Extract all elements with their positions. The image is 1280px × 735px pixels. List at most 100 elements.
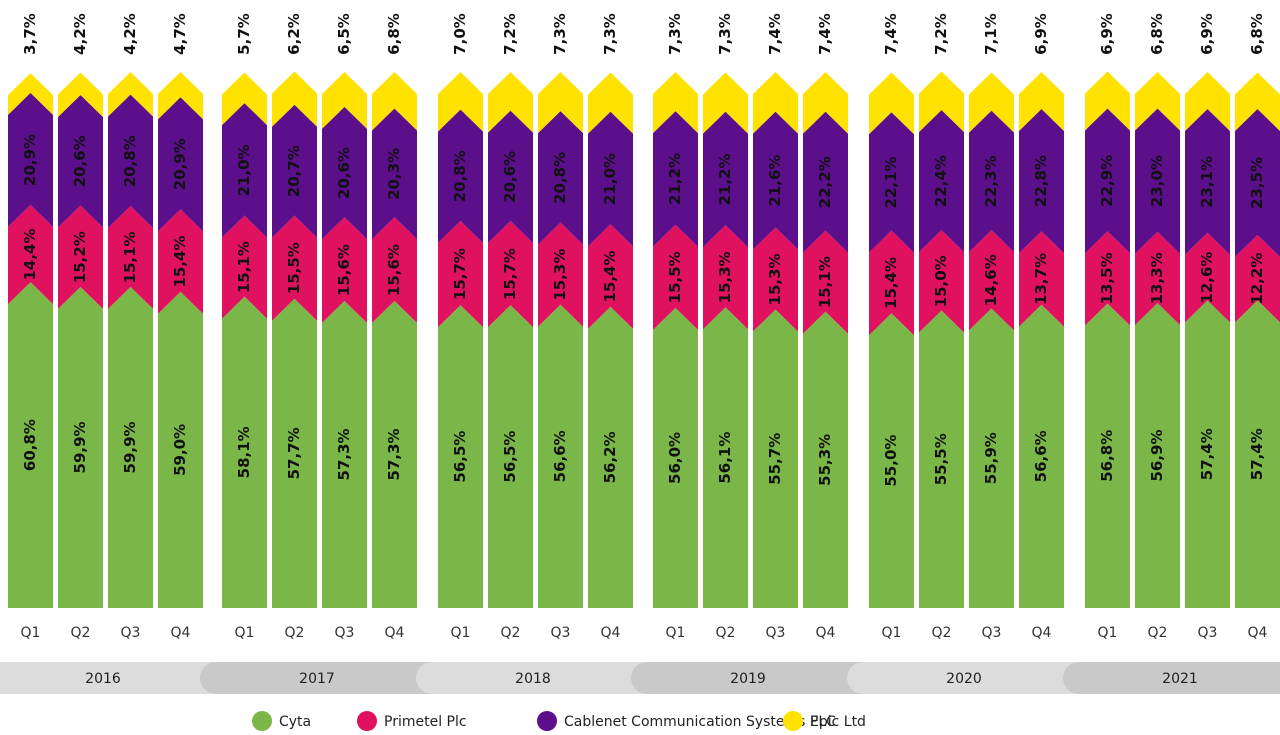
- bar-segment: [1235, 300, 1280, 608]
- bar-segment: [703, 111, 748, 248]
- bar-segment: [222, 296, 267, 608]
- bar-segment: [488, 110, 533, 244]
- bar-segment: [108, 94, 153, 229]
- bar-segment: [1019, 108, 1064, 254]
- legend-marker: [537, 711, 557, 731]
- bar-segment: [158, 291, 203, 608]
- legend-marker: [252, 711, 272, 731]
- value-label: 15,6%: [335, 244, 353, 296]
- value-label: 7,4%: [766, 13, 784, 55]
- value-label: 22,8%: [1032, 155, 1050, 207]
- x-tick-label: Q1: [21, 625, 41, 641]
- bar-segment: [753, 309, 798, 608]
- value-label: 12,2%: [1248, 253, 1266, 305]
- value-label: 58,1%: [235, 426, 253, 478]
- x-tick-label: Q4: [171, 625, 191, 641]
- year-label: 2019: [730, 671, 766, 687]
- value-label: 20,6%: [501, 151, 519, 203]
- value-label: 15,4%: [601, 250, 619, 302]
- value-label: 23,1%: [1198, 156, 1216, 208]
- bar-segment: [58, 286, 103, 608]
- year-label: 2017: [299, 671, 335, 687]
- year-label: 2021: [1162, 671, 1198, 687]
- bar-segment: [919, 71, 964, 133]
- x-tick-label: Q2: [1148, 625, 1168, 641]
- bar-segment: [272, 298, 317, 608]
- x-tick-label: Q1: [451, 625, 471, 641]
- value-label: 20,6%: [71, 135, 89, 187]
- bar-segment: [703, 225, 748, 330]
- x-tick-label: Q2: [932, 625, 952, 641]
- x-tick-label: Q1: [1098, 625, 1118, 641]
- x-tick-label: Q1: [666, 625, 686, 641]
- value-label: 57,3%: [385, 428, 403, 480]
- value-label: 20,8%: [451, 150, 469, 202]
- value-label: 7,3%: [551, 13, 569, 55]
- x-tick-label: Q2: [285, 625, 305, 641]
- value-label: 4,2%: [71, 13, 89, 55]
- bar-segment: [58, 95, 103, 228]
- bar-segment: [653, 111, 698, 247]
- bar-segment: [969, 308, 1014, 608]
- bar-segment: [969, 72, 1014, 133]
- value-label: 56,1%: [716, 432, 734, 484]
- year-label: 2018: [515, 671, 551, 687]
- value-label: 6,9%: [1098, 13, 1116, 55]
- bar-segment: [1085, 303, 1130, 608]
- x-tick-label: Q3: [335, 625, 355, 641]
- bar-segment: [438, 221, 483, 328]
- value-label: 7,3%: [666, 13, 684, 55]
- bar-segment: [222, 72, 267, 126]
- bar-segment: [588, 306, 633, 608]
- value-label: 60,8%: [21, 419, 39, 471]
- value-label: 22,2%: [816, 156, 834, 208]
- bar-segment: [1135, 72, 1180, 131]
- bar-segment: [158, 209, 203, 314]
- bar-segment: [653, 307, 698, 608]
- value-label: 56,8%: [1098, 430, 1116, 482]
- bar-segment: [222, 215, 267, 319]
- bar-segment: [803, 111, 848, 253]
- value-label: 23,5%: [1248, 157, 1266, 209]
- value-label: 22,9%: [1098, 155, 1116, 207]
- value-label: 7,2%: [501, 13, 519, 55]
- bar-segment: [588, 111, 633, 247]
- bar-segment: [1185, 300, 1230, 608]
- year-label: 2020: [946, 671, 982, 687]
- x-tick-label: Q3: [551, 625, 571, 641]
- value-label: 57,4%: [1248, 428, 1266, 480]
- bar-segment: [919, 230, 964, 333]
- value-label: 15,4%: [171, 235, 189, 287]
- value-label: 20,7%: [285, 145, 303, 197]
- value-label: 20,6%: [335, 147, 353, 199]
- value-label: 56,5%: [501, 431, 519, 483]
- x-tick-label: Q3: [121, 625, 141, 641]
- x-tick-label: Q3: [766, 625, 786, 641]
- value-label: 6,8%: [1148, 13, 1166, 55]
- value-label: 15,1%: [816, 256, 834, 308]
- value-label: 59,0%: [171, 424, 189, 476]
- bar-segment: [438, 305, 483, 608]
- bar-segment: [653, 224, 698, 330]
- value-label: 6,9%: [1198, 13, 1216, 55]
- bar-segment: [372, 217, 417, 323]
- value-label: 57,3%: [335, 428, 353, 480]
- year-band: [200, 662, 448, 694]
- bar-segment: [1019, 231, 1064, 327]
- value-label: 21,0%: [601, 153, 619, 205]
- bar-segment: [869, 230, 914, 336]
- value-label: 7,0%: [451, 13, 469, 55]
- value-label: 20,3%: [385, 148, 403, 200]
- value-label: 7,1%: [982, 13, 1000, 55]
- bar-segment: [272, 215, 317, 321]
- bar-segment: [58, 205, 103, 309]
- value-label: 22,3%: [982, 155, 1000, 207]
- value-label: 21,2%: [716, 153, 734, 205]
- x-tick-label: Q4: [385, 625, 405, 641]
- bar-segment: [538, 111, 583, 245]
- value-label: 15,7%: [501, 248, 519, 300]
- value-label: 15,3%: [551, 249, 569, 301]
- value-label: 21,2%: [666, 153, 684, 205]
- legend-label: Cyta: [279, 714, 311, 730]
